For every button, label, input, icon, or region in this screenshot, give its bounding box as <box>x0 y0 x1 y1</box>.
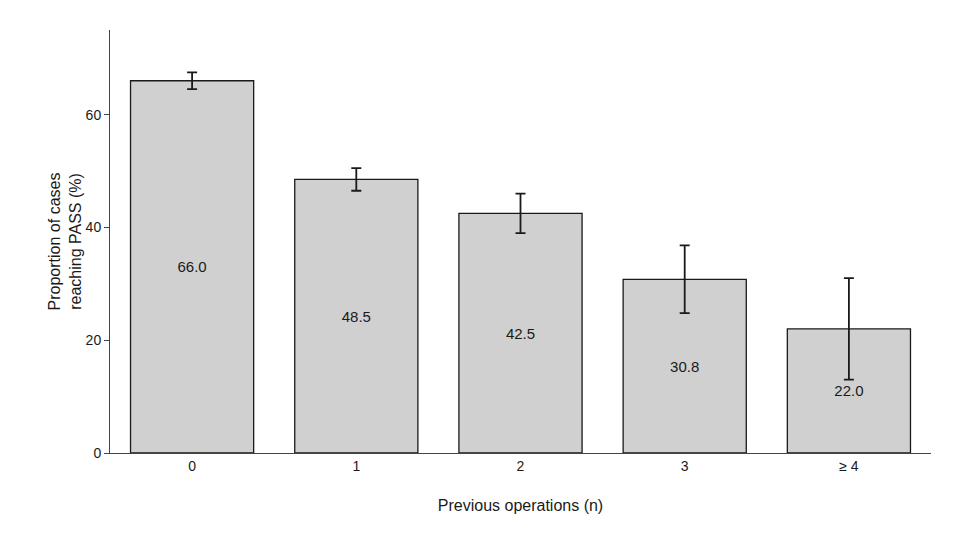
svg-text:66.0: 66.0 <box>177 258 206 275</box>
svg-text:3: 3 <box>681 458 689 474</box>
svg-text:2: 2 <box>517 458 525 474</box>
svg-text:Proportion of casesreaching PA: Proportion of casesreaching PASS (%) <box>46 173 84 311</box>
svg-text:48.5: 48.5 <box>342 308 371 325</box>
svg-text:1: 1 <box>352 458 360 474</box>
svg-text:Previous operations (n): Previous operations (n) <box>438 497 603 514</box>
svg-text:0: 0 <box>93 445 101 461</box>
svg-text:40: 40 <box>86 219 102 235</box>
svg-text:0: 0 <box>188 458 196 474</box>
svg-text:42.5: 42.5 <box>506 325 535 342</box>
svg-text:20: 20 <box>86 332 102 348</box>
svg-text:22.0: 22.0 <box>834 382 863 399</box>
svg-text:60: 60 <box>86 107 102 123</box>
svg-text:30.8: 30.8 <box>670 358 699 375</box>
svg-text:≥ 4: ≥ 4 <box>839 458 859 474</box>
